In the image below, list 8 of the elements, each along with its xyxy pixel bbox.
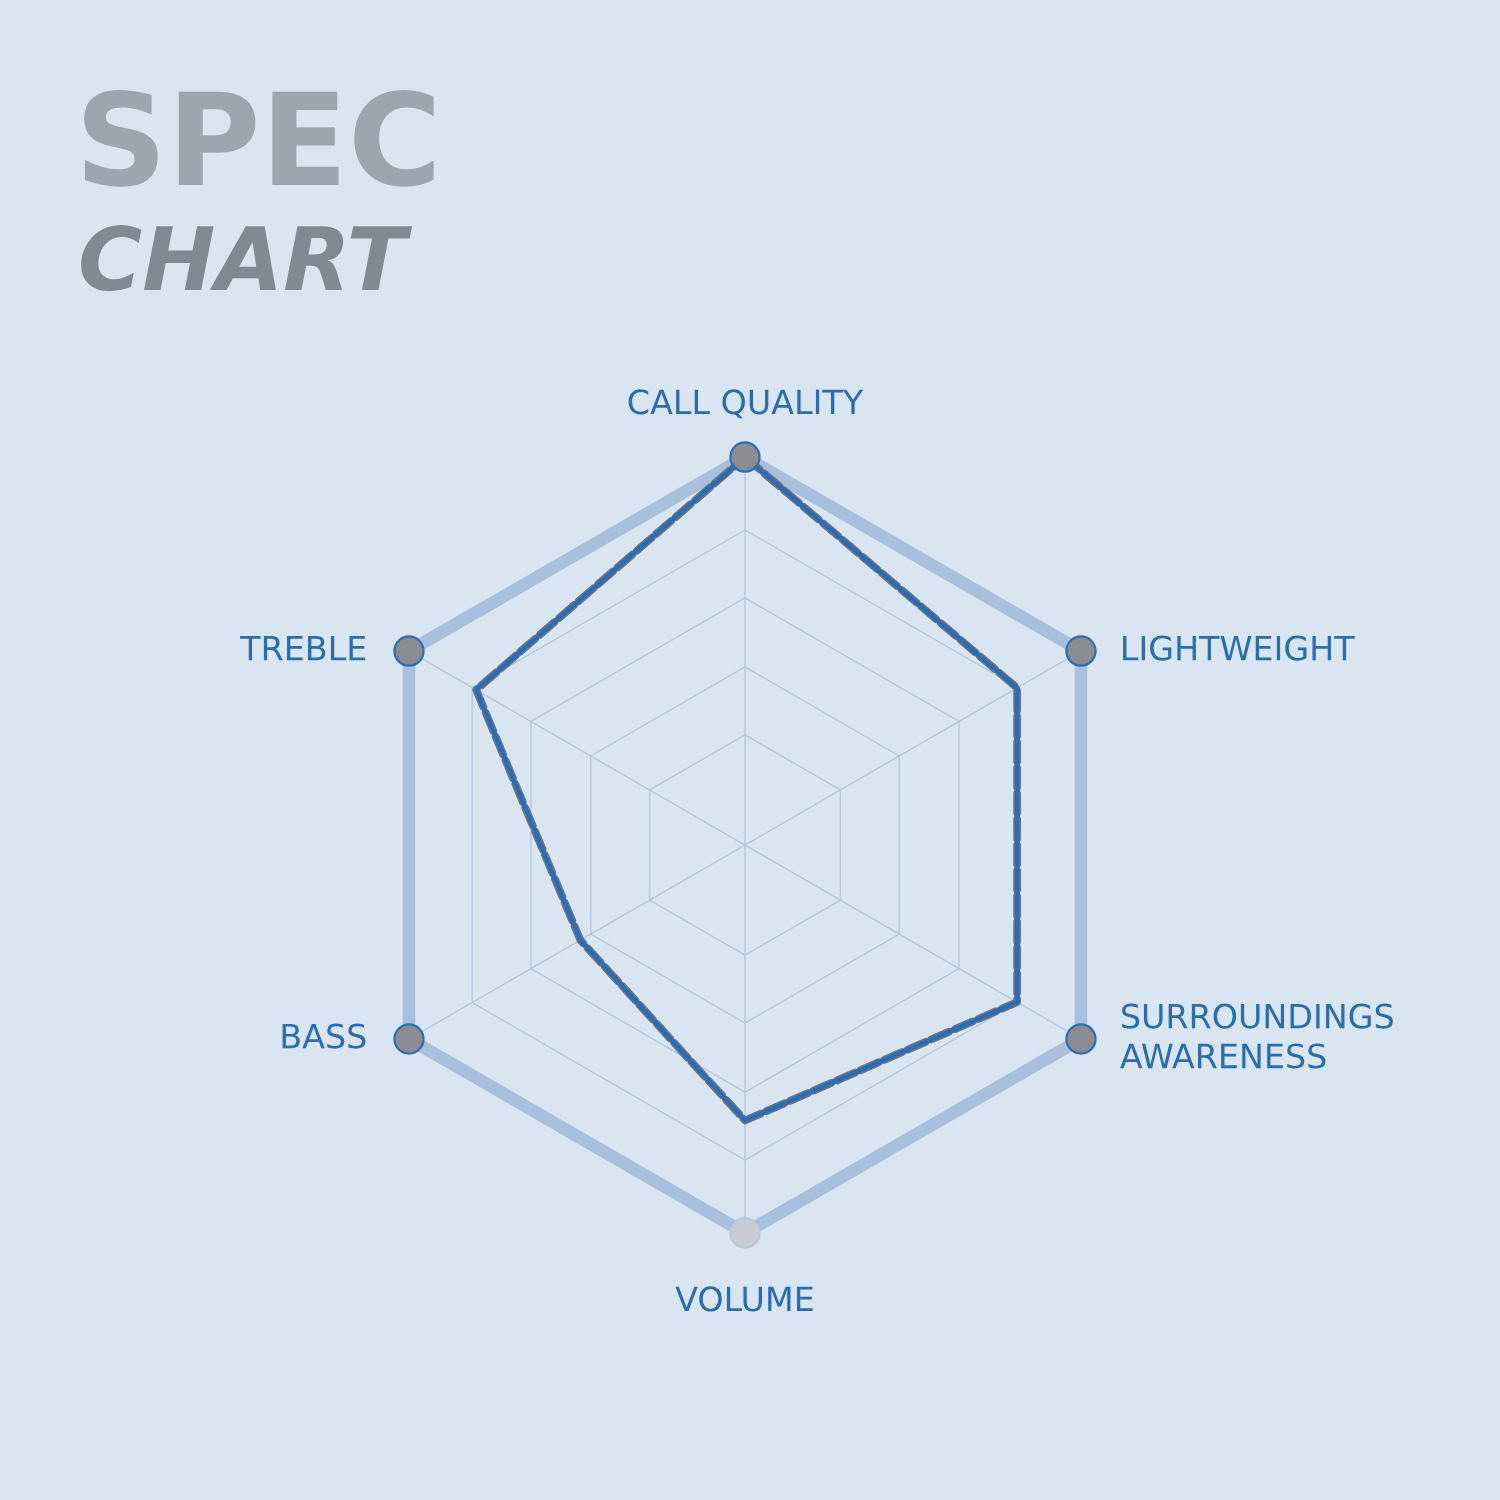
chart-subtitle: CHART xyxy=(81,225,413,292)
spoke-label: BASS xyxy=(282,1023,366,1049)
spoke-label: TREBLE xyxy=(240,635,366,661)
chart-title: SPEC xyxy=(84,90,434,187)
spoke-label: VOLUME xyxy=(675,1286,813,1312)
spoke-label: SURROUNDINGS AWARENESS xyxy=(1120,1003,1393,1069)
spoke-label: CALL QUALITY xyxy=(628,389,864,419)
spoke-label: LIGHTWEIGHT xyxy=(1123,635,1355,661)
